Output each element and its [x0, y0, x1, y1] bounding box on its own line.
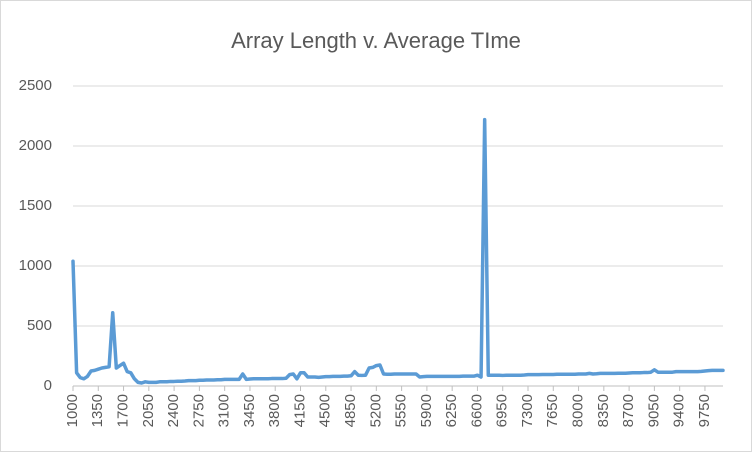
- x-tick-label: 2400: [165, 394, 182, 427]
- y-tick-label: 2000: [19, 137, 52, 154]
- chart-title: Array Length v. Average TIme: [231, 28, 521, 53]
- x-tick-label: 6250: [443, 394, 460, 427]
- x-tick-label: 5200: [367, 394, 384, 427]
- data-line: [71, 117, 725, 385]
- x-tick-label: 6950: [494, 394, 511, 427]
- x-tick-label: 9750: [696, 394, 713, 427]
- x-tick-label: 1000: [64, 394, 81, 427]
- x-tick-label: 2050: [140, 394, 157, 427]
- x-tick-label: 1350: [89, 394, 106, 427]
- x-tick-label: 5900: [418, 394, 435, 427]
- x-tick-label: 2750: [190, 394, 207, 427]
- x-tick-label: 3450: [241, 394, 258, 427]
- x-tick-label: 4150: [291, 394, 308, 427]
- x-tick-label: 7650: [544, 394, 561, 427]
- y-tick-label: 1500: [19, 197, 52, 214]
- x-tick-label: 5550: [393, 394, 410, 427]
- x-tick-label: 8700: [620, 394, 637, 427]
- x-tick-label: 6600: [468, 394, 485, 427]
- y-tick-label: 500: [27, 317, 52, 334]
- x-tick-label: 9050: [645, 394, 662, 427]
- x-tick-label: 8350: [595, 394, 612, 427]
- x-tick-label: 7300: [519, 394, 536, 427]
- x-tick-label: 1700: [115, 394, 132, 427]
- x-tick-label: 8000: [570, 394, 587, 427]
- x-tick-label: 9400: [671, 394, 688, 427]
- y-tick-label: 1000: [19, 257, 52, 274]
- x-tick-label: 4500: [317, 394, 334, 427]
- x-tick-label: 3800: [266, 394, 283, 427]
- x-tick-label: 4850: [342, 394, 359, 427]
- x-tick-label: 3100: [216, 394, 233, 427]
- y-tick-label: 2500: [19, 77, 52, 94]
- y-tick-label: 0: [44, 377, 52, 394]
